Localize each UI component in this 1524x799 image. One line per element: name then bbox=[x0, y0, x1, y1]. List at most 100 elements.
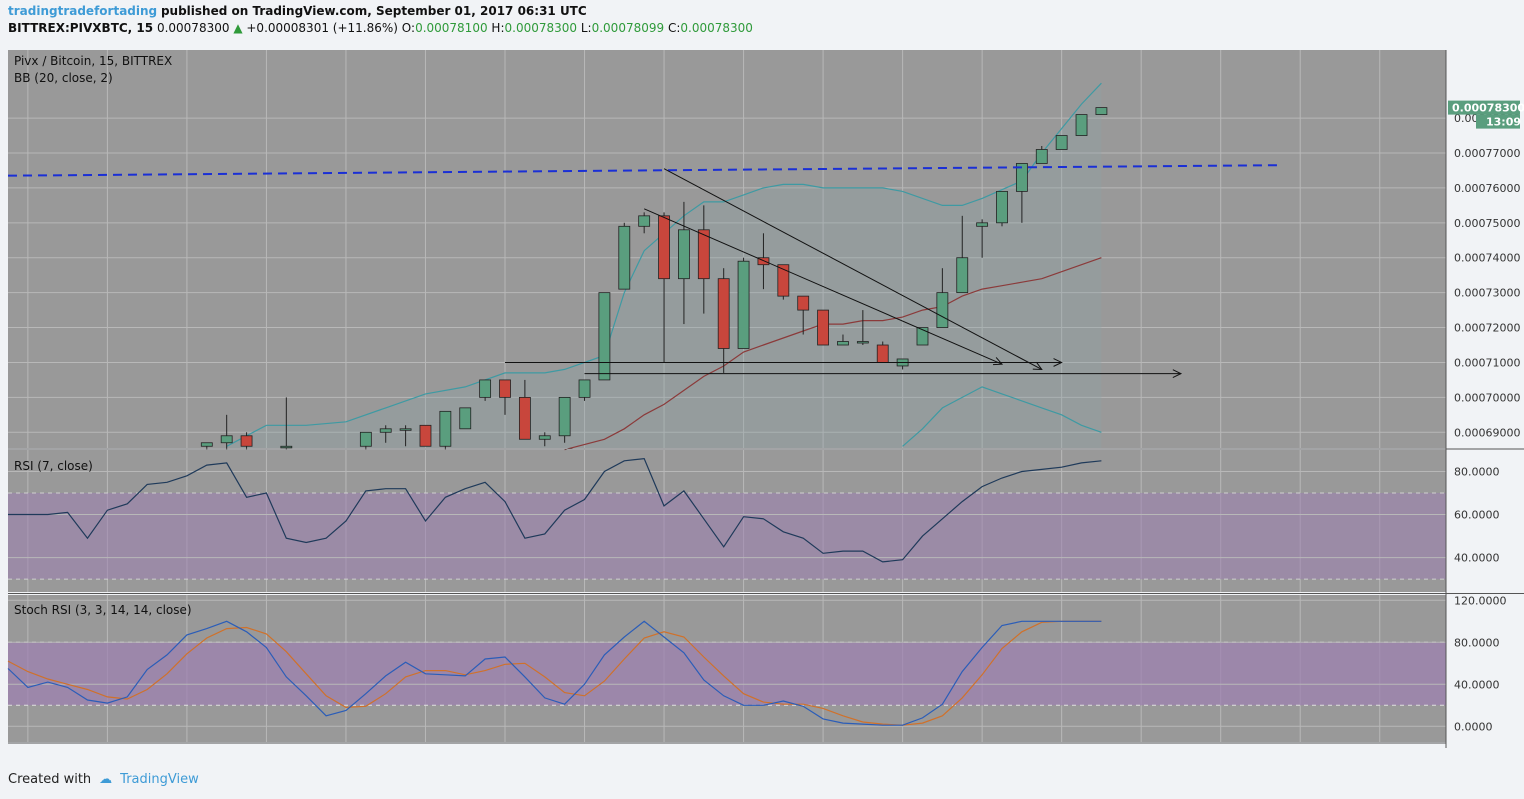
x-tick-label: 06:00 bbox=[1046, 746, 1078, 748]
candle-down bbox=[797, 295, 810, 311]
candle-up bbox=[439, 410, 452, 447]
candle-up bbox=[916, 327, 929, 346]
footer: Created with ☁ TradingView bbox=[8, 772, 199, 787]
candle-up bbox=[1015, 163, 1028, 192]
candle-down bbox=[717, 278, 730, 349]
resistance-dashed-line bbox=[7, 164, 1281, 177]
x-tick-label: 17:00 bbox=[12, 746, 44, 748]
candle-up bbox=[280, 445, 293, 449]
open-value: 0.00078100 bbox=[415, 21, 488, 35]
stoch-rsi-title: Stoch RSI (3, 3, 14, 14, close) bbox=[14, 603, 192, 617]
low-label: L: bbox=[580, 21, 592, 35]
candle-up bbox=[200, 442, 213, 447]
close-label: C: bbox=[667, 21, 681, 35]
candle-up bbox=[359, 431, 372, 447]
candle-up bbox=[976, 222, 989, 227]
y-tick-label: 0.00071000 bbox=[1454, 356, 1520, 369]
candle-down bbox=[777, 264, 790, 297]
rsi-title: RSI (7, close) bbox=[14, 459, 93, 473]
candle-up bbox=[1035, 149, 1048, 164]
bb-upper-line bbox=[226, 82, 1102, 447]
candle-up bbox=[837, 341, 849, 346]
candle-down bbox=[817, 309, 829, 346]
x-tick-label: 08:00 bbox=[1205, 746, 1237, 748]
candle-down bbox=[876, 344, 889, 363]
x-tick-label: 09:00 bbox=[1284, 746, 1316, 748]
price-change: +0.00008301 (+11.86%) bbox=[246, 21, 398, 35]
y-tick-label: 0.00072000 bbox=[1454, 322, 1520, 335]
high-label: H: bbox=[491, 21, 505, 35]
candle-up bbox=[936, 292, 949, 328]
y-tick-label: 0.00076000 bbox=[1454, 182, 1520, 195]
published-text: published on TradingView.com, September … bbox=[160, 4, 587, 18]
x-tick-label: 19:00 bbox=[171, 746, 203, 748]
last-price-tag-text: 0.00078300 bbox=[1452, 102, 1524, 115]
symbol-label: BITTREX:PIVXBTC, 15 bbox=[8, 21, 154, 35]
stoch-k-line bbox=[7, 620, 1102, 726]
up-triangle-icon: ▲ bbox=[233, 21, 243, 35]
high-value: 0.00078300 bbox=[504, 21, 578, 35]
rsi-line bbox=[8, 457, 1102, 563]
candle-up bbox=[618, 225, 631, 290]
candle-down bbox=[518, 396, 531, 440]
publication-line: tradingtradefortading published on Tradi… bbox=[8, 4, 587, 18]
x-tick-label: 23:00 bbox=[489, 746, 521, 748]
low-value: 0.00078099 bbox=[591, 21, 665, 35]
ohlc-line: BITTREX:PIVXBTC, 15 0.00078300 ▲ +0.0000… bbox=[8, 21, 753, 35]
arrow-head bbox=[1032, 361, 1043, 370]
y-tick-label: 40.0000 bbox=[1454, 678, 1500, 691]
y-tick-label: 80.0000 bbox=[1454, 466, 1500, 479]
candle-down bbox=[419, 424, 432, 447]
x-tick-label: 07:00 bbox=[1125, 746, 1157, 748]
candle-up bbox=[996, 190, 1008, 224]
bb-lower-line bbox=[902, 386, 1102, 447]
x-tick-label: 04:00 bbox=[887, 746, 919, 748]
candle-up bbox=[1095, 107, 1108, 115]
x-tick-label: 01:00 bbox=[648, 746, 680, 748]
arrow-head bbox=[992, 357, 1004, 366]
chart-canvas[interactable]: 17:00 18:00 19:00 20:00 21:00 22:00 23:00 Sep 01… bbox=[0, 42, 1524, 748]
candle-up bbox=[479, 379, 492, 398]
x-tick-label: 21:00 bbox=[330, 746, 362, 748]
y-tick-label: 40.0000 bbox=[1454, 552, 1500, 565]
x-tick-label: 22:00 bbox=[410, 746, 442, 748]
candle-down bbox=[757, 257, 770, 266]
tradingview-brand-link[interactable]: TradingView bbox=[120, 772, 199, 787]
x-tick-label: 10:00 bbox=[1364, 746, 1396, 748]
open-label: O: bbox=[401, 21, 416, 35]
candle-down bbox=[240, 435, 253, 447]
candle-up bbox=[538, 435, 551, 440]
x-tick-label: 20:00 bbox=[251, 746, 283, 748]
tradingview-logo-icon[interactable]: ☁ bbox=[99, 772, 113, 787]
close-value: 0.00078300 bbox=[680, 21, 753, 35]
y-tick-label: 120.0000 bbox=[1454, 594, 1507, 607]
x-tick-label: Sep bbox=[574, 746, 595, 748]
stoch-band bbox=[8, 642, 1446, 706]
candle-down bbox=[658, 215, 670, 280]
author-link[interactable]: tradingtradefortading bbox=[8, 4, 158, 18]
candle-up bbox=[558, 396, 571, 437]
y-tick-label: 0.0000 bbox=[1454, 720, 1493, 733]
arrow-head bbox=[1172, 369, 1183, 379]
candle-up bbox=[1075, 114, 1088, 136]
candle-up bbox=[220, 435, 233, 444]
last-price: 0.00078300 bbox=[156, 21, 230, 35]
candle-up bbox=[638, 215, 651, 227]
bb-indicator-label: BB (20, close, 2) bbox=[14, 71, 113, 85]
candle-down bbox=[499, 379, 511, 398]
candle-up bbox=[956, 257, 969, 294]
y-tick-label: 0.00069000 bbox=[1454, 426, 1520, 439]
candle-up bbox=[598, 292, 611, 381]
candle-up bbox=[678, 229, 690, 280]
candle-up bbox=[379, 428, 392, 433]
y-tick-label: 80.0000 bbox=[1454, 636, 1500, 649]
candle-up bbox=[1055, 135, 1068, 150]
candle-up bbox=[399, 428, 412, 431]
last-price-tag bbox=[1448, 100, 1520, 115]
x-tick-label: 05:00 bbox=[966, 746, 998, 748]
stoch-d-line bbox=[7, 620, 1102, 726]
candle-up bbox=[459, 407, 472, 430]
candle-up bbox=[578, 379, 591, 398]
arrow-head bbox=[1053, 358, 1063, 367]
candle-down bbox=[697, 229, 710, 280]
